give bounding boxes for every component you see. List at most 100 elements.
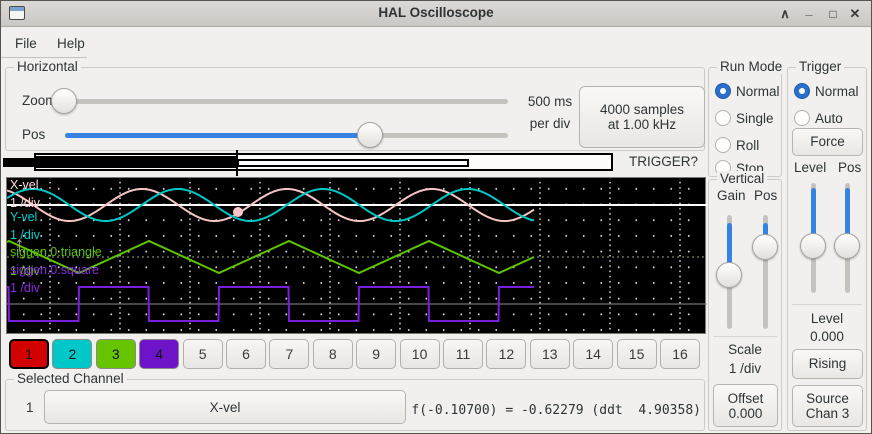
trigger-level-slider-fill	[811, 188, 816, 246]
samples-rate-button[interactable]: 4000 samples at 1.00 kHz	[579, 86, 705, 148]
gain-slider-fill	[727, 223, 732, 275]
radio-icon	[715, 137, 731, 153]
channel-button-7[interactable]: 7	[269, 339, 310, 369]
radio-icon	[794, 83, 810, 99]
vertical-pos-slider-label: Pos	[754, 188, 778, 203]
selected-channel-number: 1	[26, 400, 34, 415]
menu-help[interactable]: Help	[57, 36, 85, 51]
zoom-slider-handle[interactable]	[51, 88, 77, 114]
trigger-point-marker	[233, 207, 243, 217]
close-icon[interactable]: ✕	[849, 6, 861, 21]
channel-button-15[interactable]: 15	[616, 339, 657, 369]
channel-button-1[interactable]: 1	[9, 339, 49, 369]
channel-button-2[interactable]: 2	[52, 339, 93, 369]
radio-icon	[715, 110, 731, 126]
channel-button-13[interactable]: 13	[529, 339, 570, 369]
radio-label: Normal	[815, 83, 859, 99]
trigger-level-caption: Level	[810, 311, 844, 326]
minimize-icon[interactable]: _	[805, 2, 813, 17]
scope-channel-label: 1 /div	[10, 228, 40, 242]
radio-label: Auto	[815, 110, 843, 126]
run-mode-option-roll[interactable]: Roll	[715, 136, 759, 154]
channel-name-button[interactable]: X-vel	[44, 390, 406, 424]
rate-line: at 1.00 kHz	[607, 117, 677, 132]
zoom-slider-label: Zoom	[22, 93, 57, 108]
source-caption: Source	[806, 391, 849, 406]
source-value: Chan 3	[805, 406, 850, 421]
channel-button-4[interactable]: 4	[139, 339, 180, 369]
selected-channel-label: Selected Channel	[14, 371, 127, 386]
pos-slider-label: Pos	[22, 127, 46, 142]
maximize-icon[interactable]: □	[829, 7, 837, 21]
trigger-level-slider-label: Level	[794, 160, 827, 175]
trigger-level-arrow-icon: ↑	[14, 233, 25, 256]
pos-slider-fill	[65, 133, 370, 138]
time-per-div-line2: per div	[529, 116, 571, 131]
trigger-group: Trigger Normal Auto Force Level Pos Level…	[787, 59, 867, 431]
scope-channel-label: siggen.0.triangle	[10, 245, 102, 259]
vertical-pos-slider-handle[interactable]	[752, 234, 778, 260]
record-filled-bar	[36, 156, 237, 168]
record-pending-bar	[237, 159, 469, 167]
channel-button-16[interactable]: 16	[660, 339, 700, 369]
selected-channel-group: Selected Channel 1 X-vel f(-0.10700) = -…	[5, 371, 705, 431]
trigger-option-auto[interactable]: Auto	[794, 109, 843, 127]
channel-button-9[interactable]: 9	[356, 339, 397, 369]
vertical-pos-slider-track[interactable]	[763, 215, 768, 329]
scale-value: 1 /div	[728, 361, 762, 376]
radio-icon	[715, 83, 731, 99]
scope-channel-label: X-vel	[10, 178, 39, 192]
channel-button-12[interactable]: 12	[486, 339, 527, 369]
scope-trace-siggen.0.square	[7, 286, 534, 322]
channel-button-3[interactable]: 3	[95, 339, 136, 369]
offset-caption: Offset	[727, 390, 764, 406]
menubar-underline	[1, 57, 87, 58]
scope-channel-label: Y-vel	[10, 210, 38, 224]
channel-button-8[interactable]: 8	[312, 339, 353, 369]
scope-traces	[7, 187, 707, 322]
trigger-level-slider-handle[interactable]	[800, 233, 826, 259]
gain-slider-label: Gain	[717, 188, 746, 203]
radio-icon	[794, 110, 810, 126]
force-button[interactable]: Force	[792, 128, 863, 156]
channel-button-5[interactable]: 5	[182, 339, 223, 369]
scope-channel-label: 1 /div	[10, 281, 40, 295]
horizontal-group-label: Horizontal	[14, 59, 81, 74]
channel-button-10[interactable]: 10	[399, 339, 440, 369]
app-icon	[9, 6, 25, 20]
channel-button-6[interactable]: 6	[226, 339, 266, 369]
channel-button-14[interactable]: 14	[573, 339, 614, 369]
trigger-position-cursor[interactable]	[236, 150, 238, 176]
menu-file[interactable]: File	[15, 36, 37, 51]
gain-slider-handle[interactable]	[716, 262, 742, 288]
radio-label: Normal	[736, 83, 780, 99]
run-mode-option-normal[interactable]: Normal	[715, 82, 780, 100]
source-button[interactable]: Source Chan 3	[792, 385, 863, 427]
scope-channel-label: 1 /div	[10, 196, 40, 210]
scope-trace-X-vel	[7, 187, 535, 222]
trigger-status-label: TRIGGER?	[629, 154, 699, 169]
trigger-level-value: 0.000	[810, 329, 844, 344]
vertical-separator	[713, 336, 777, 337]
trigger-group-label: Trigger	[796, 59, 845, 74]
scope-channel-label: 1 /div	[10, 264, 40, 278]
channel-button-11[interactable]: 11	[443, 339, 483, 369]
zoom-slider-track[interactable]	[59, 99, 508, 104]
trigger-option-normal[interactable]: Normal	[794, 82, 859, 100]
vertical-group-label: Vertical	[717, 171, 768, 186]
scope-display: X-vel 1 /div Y-vel 1 /div siggen.0.triangle 1…	[6, 177, 707, 334]
trigger-separator	[792, 304, 862, 305]
run-mode-option-single[interactable]: Single	[715, 109, 774, 127]
pos-slider-handle[interactable]	[357, 122, 383, 148]
rollup-icon[interactable]: ∧	[780, 6, 790, 21]
radio-label: Single	[736, 110, 774, 126]
offset-button[interactable]: Offset 0.000	[713, 384, 778, 427]
trigger-pos-slider-fill	[845, 188, 850, 246]
edge-button[interactable]: Rising	[792, 349, 863, 379]
scope-trace-Y-vel	[7, 187, 535, 222]
run-mode-group: Run Mode Normal Single Roll Stop	[708, 59, 786, 177]
trigger-pos-slider-handle[interactable]	[834, 233, 860, 259]
title-bar[interactable]: HAL Oscilloscope ∧ _ □ ✕	[1, 1, 871, 27]
trigger-pos-slider-label: Pos	[838, 160, 862, 175]
